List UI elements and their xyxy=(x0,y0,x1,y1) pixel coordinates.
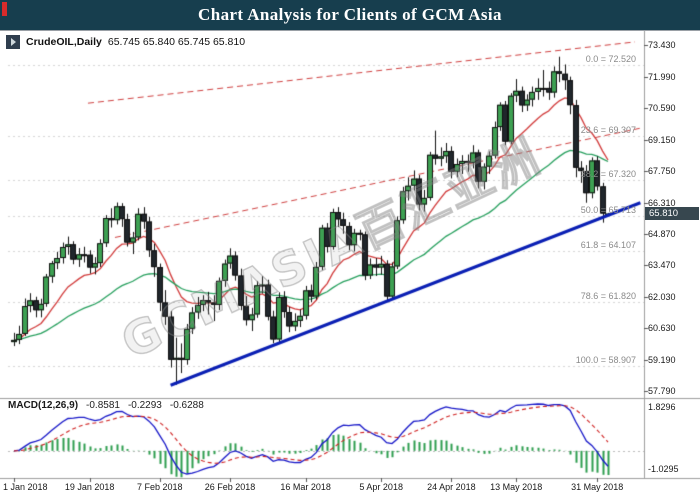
triangle-icon xyxy=(10,38,16,46)
price-axis-label: 59.190 xyxy=(648,355,676,366)
oneclick-trading-button[interactable] xyxy=(6,35,20,49)
price-axis-label: 57.790 xyxy=(648,386,676,396)
price-axis-label: 66.310 xyxy=(648,197,676,208)
price-axis-label: 73.430 xyxy=(648,40,676,50)
price-axis-label: 67.750 xyxy=(648,165,676,176)
time-axis-label: 13 May 2018 xyxy=(490,482,543,492)
time-axis-label: 31 May 2018 xyxy=(571,482,624,492)
price-axis-label: 69.150 xyxy=(648,134,676,145)
price-axis-label: 64.870 xyxy=(648,229,676,240)
price-axis-label: 71.990 xyxy=(648,71,676,82)
time-axis-label: 26 Feb 2018 xyxy=(204,482,256,492)
time-axis-label: 19 Jan 2018 xyxy=(64,482,115,492)
page-title: Chart Analysis for Clients of GCM Asia xyxy=(198,5,502,24)
titlebar: Chart Analysis for Clients of GCM Asia xyxy=(0,0,700,30)
time-axis-label: 16 Mar 2018 xyxy=(280,482,331,492)
chart-area: GCMASIA百汇亚洲 CrudeOIL,Daily 65.745 65.840… xyxy=(0,30,700,500)
time-axis-label: 24 Apr 2018 xyxy=(427,482,476,492)
price-axis-label: 60.630 xyxy=(648,323,676,334)
titlebar-accent xyxy=(2,2,7,16)
time-axis[interactable]: 1 Jan 2018 19 Jan 2018 7 Feb 2018 26 Feb 20… xyxy=(0,479,644,500)
price-axis-label: 62.030 xyxy=(648,292,676,303)
time-axis-label: 5 Apr 2018 xyxy=(359,482,403,492)
time-axis-label: 7 Feb 2018 xyxy=(137,482,183,492)
chart-canvas[interactable] xyxy=(0,31,700,500)
time-axis-label: 1 Jan 2018 xyxy=(3,482,48,492)
price-axis[interactable]: 73.430 71.990 70.590 69.150 67.750 66.310 64.8… xyxy=(645,31,700,478)
price-axis-label: 63.470 xyxy=(648,260,676,271)
price-axis-label: 70.590 xyxy=(648,102,676,113)
